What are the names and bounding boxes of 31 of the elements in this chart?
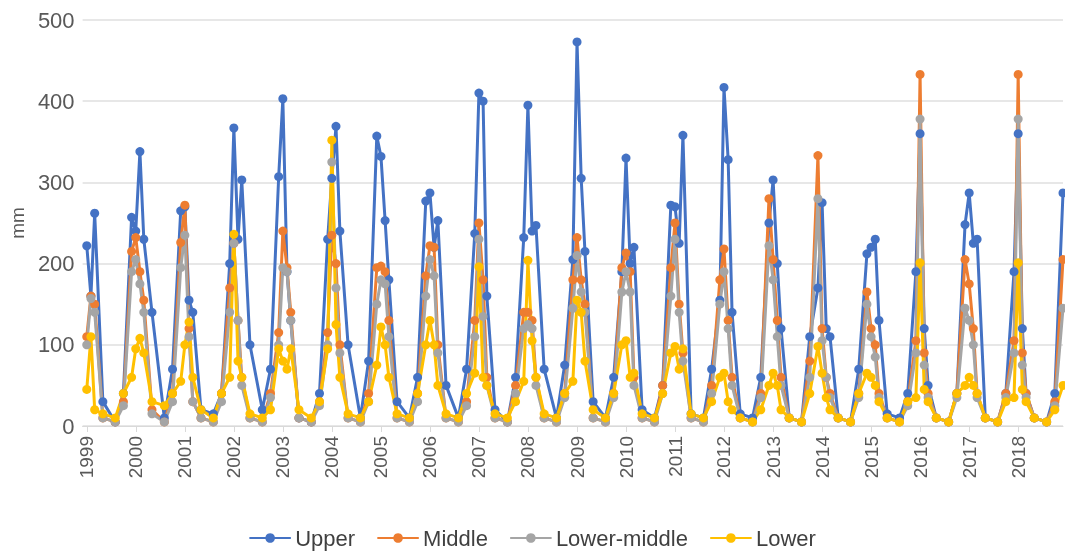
x-tick-label: 2000 xyxy=(125,436,147,479)
legend-label: Lower xyxy=(755,525,816,551)
x-tick-label: 2006 xyxy=(419,436,441,479)
y-tick-label: 500 xyxy=(37,7,75,33)
x-tick-label: 2016 xyxy=(909,436,931,479)
legend-label: Lower-middle xyxy=(555,525,688,551)
x-tick-label: 2007 xyxy=(468,436,490,479)
legend-label: Middle xyxy=(423,525,488,551)
y-tick-label: 0 xyxy=(62,413,75,439)
x-tick-label: 2017 xyxy=(958,436,980,479)
x-tick-label: 2018 xyxy=(1007,436,1029,479)
x-tick-label: 2010 xyxy=(615,436,637,479)
x-tick-label: 2003 xyxy=(272,436,294,479)
x-tick-label: 2005 xyxy=(370,436,392,479)
x-tick-label: 2011 xyxy=(664,436,686,477)
x-tick-label: 2002 xyxy=(223,436,245,479)
legend-label: Upper xyxy=(295,525,356,551)
x-tick-label: 2013 xyxy=(762,436,784,479)
x-tick-label: 2015 xyxy=(860,436,882,479)
y-tick-label: 400 xyxy=(37,88,75,114)
x-tick-label: 2004 xyxy=(321,435,343,479)
x-tick-label: 1999 xyxy=(76,436,98,479)
x-tick-label: 2001 xyxy=(174,436,196,479)
x-tick-label: 2014 xyxy=(811,435,833,479)
x-tick-label: 2008 xyxy=(517,436,539,479)
y-axis-title: mm xyxy=(7,207,28,239)
y-tick-label: 100 xyxy=(37,332,75,358)
y-tick-label: 200 xyxy=(37,251,75,277)
x-tick-label: 2009 xyxy=(566,436,588,479)
y-tick-label: 300 xyxy=(37,169,75,195)
x-tick-label: 2012 xyxy=(713,436,735,479)
